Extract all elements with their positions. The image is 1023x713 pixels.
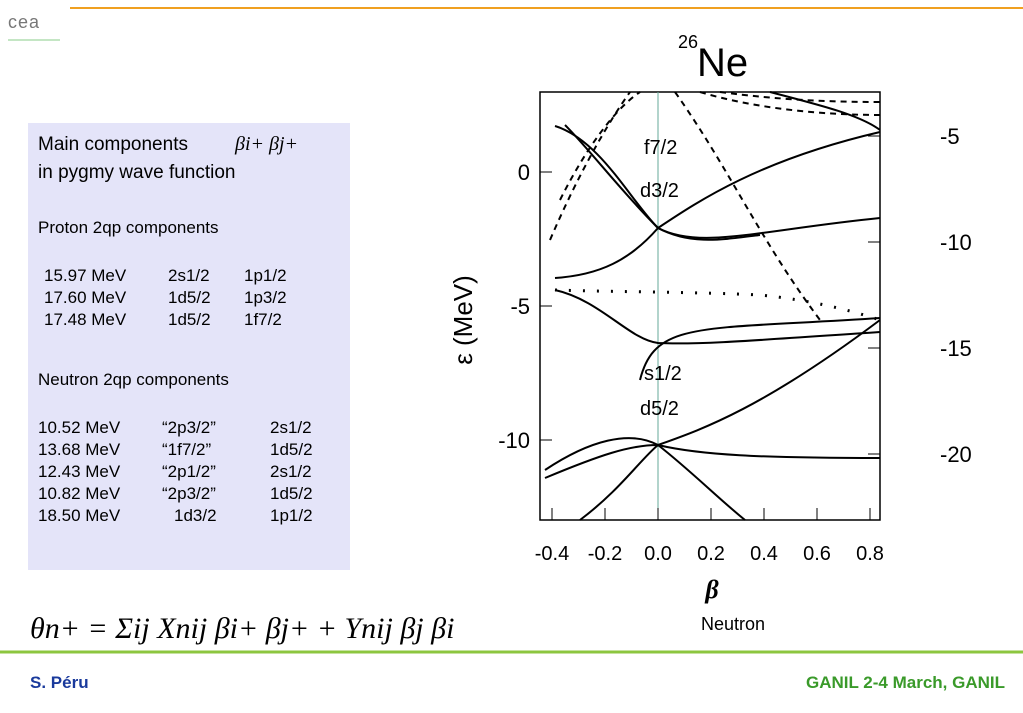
y-right-label: -15 (940, 336, 972, 361)
proton-cell: 1f7/2 (244, 310, 282, 329)
y-left-label: 0 (518, 160, 530, 185)
proton-cell: 1d5/2 (168, 310, 211, 329)
box-symbol: βi+ βj+ (234, 133, 298, 155)
mass-number: 26 (678, 32, 698, 52)
x-tick-label: 0.0 (644, 543, 672, 565)
proton-cell: 1d5/2 (168, 288, 211, 307)
orbital-label: d3/2 (640, 180, 679, 202)
dashed-curves (549, 91, 881, 321)
y-left-label: -5 (510, 294, 530, 319)
neutron-cell: “1f7/2” (162, 440, 211, 459)
proton-cell: 17.60 MeV (44, 288, 127, 307)
orbital-label: d5/2 (640, 398, 679, 420)
neutron-cell: 1d3/2 (174, 506, 217, 525)
y-left-label: -10 (498, 428, 530, 453)
logo: cea (8, 12, 40, 32)
neutron-cell: 18.50 MeV (38, 506, 121, 525)
proton-cell: 15.97 MeV (44, 266, 127, 285)
proton-cell: 1p3/2 (244, 288, 287, 307)
neutron-heading: Neutron 2qp components (38, 370, 229, 389)
curves (544, 91, 881, 521)
x-tick-label: -0.2 (588, 543, 622, 565)
x-tick-label: 0.8 (856, 543, 884, 565)
figure: 26 Ne -0.4 -0.2 0.0 0.2 0.4 0.6 0.8 0 -5 -10 -5 -10… (448, 32, 972, 634)
x-tick-label: -0.4 (535, 543, 569, 565)
neutron-cell: 12.43 MeV (38, 462, 121, 481)
neutron-cell: 1p1/2 (270, 506, 313, 525)
neutron-cell: “2p1/2” (162, 462, 216, 481)
orbital-label: f7/2 (644, 137, 677, 159)
x-tick-label: 0.2 (697, 543, 725, 565)
x-tick-label: 0.4 (750, 543, 778, 565)
neutron-cell: 2s1/2 (270, 462, 312, 481)
components-box (28, 123, 350, 570)
event: GANIL 2-4 March, GANIL (806, 673, 1005, 692)
y-right-label: -20 (940, 442, 972, 467)
author: S. Péru (30, 673, 89, 692)
box-title: in pygmy wave function (38, 162, 236, 183)
neutron-cell: “2p3/2” (162, 484, 216, 503)
proton-heading: Proton 2qp components (38, 218, 219, 237)
neutron-cell: 1d5/2 (270, 440, 313, 459)
neutron-cell: 13.68 MeV (38, 440, 121, 459)
y-right-label: -5 (940, 124, 960, 149)
caption: Neutron (701, 614, 765, 634)
box-text: Main components βi+ βj+ in pygmy wave func… (38, 133, 313, 525)
proton-cell: 1p1/2 (244, 266, 287, 285)
orbital-label: s1/2 (644, 363, 682, 385)
neutron-cell: 10.52 MeV (38, 418, 121, 437)
proton-cell: 2s1/2 (168, 266, 210, 285)
formula: θn+ = Σij Xnij βi+ βj+ + Ynij βj βi (30, 612, 454, 645)
neutron-cell: 1d5/2 (270, 484, 313, 503)
box-title: Main components (38, 134, 188, 155)
neutron-cell: 2s1/2 (270, 418, 312, 437)
y-right-label: -10 (940, 230, 972, 255)
neutron-cell: 10.82 MeV (38, 484, 121, 503)
x-tick-label: 0.6 (803, 543, 831, 565)
proton-cell: 17.48 MeV (44, 310, 127, 329)
x-label: β (704, 575, 719, 604)
neutron-cell: “2p3/2” (162, 418, 216, 437)
element: Ne (697, 41, 748, 85)
y-label: ε (MeV) (448, 275, 478, 365)
triangle-curve (554, 288, 881, 322)
